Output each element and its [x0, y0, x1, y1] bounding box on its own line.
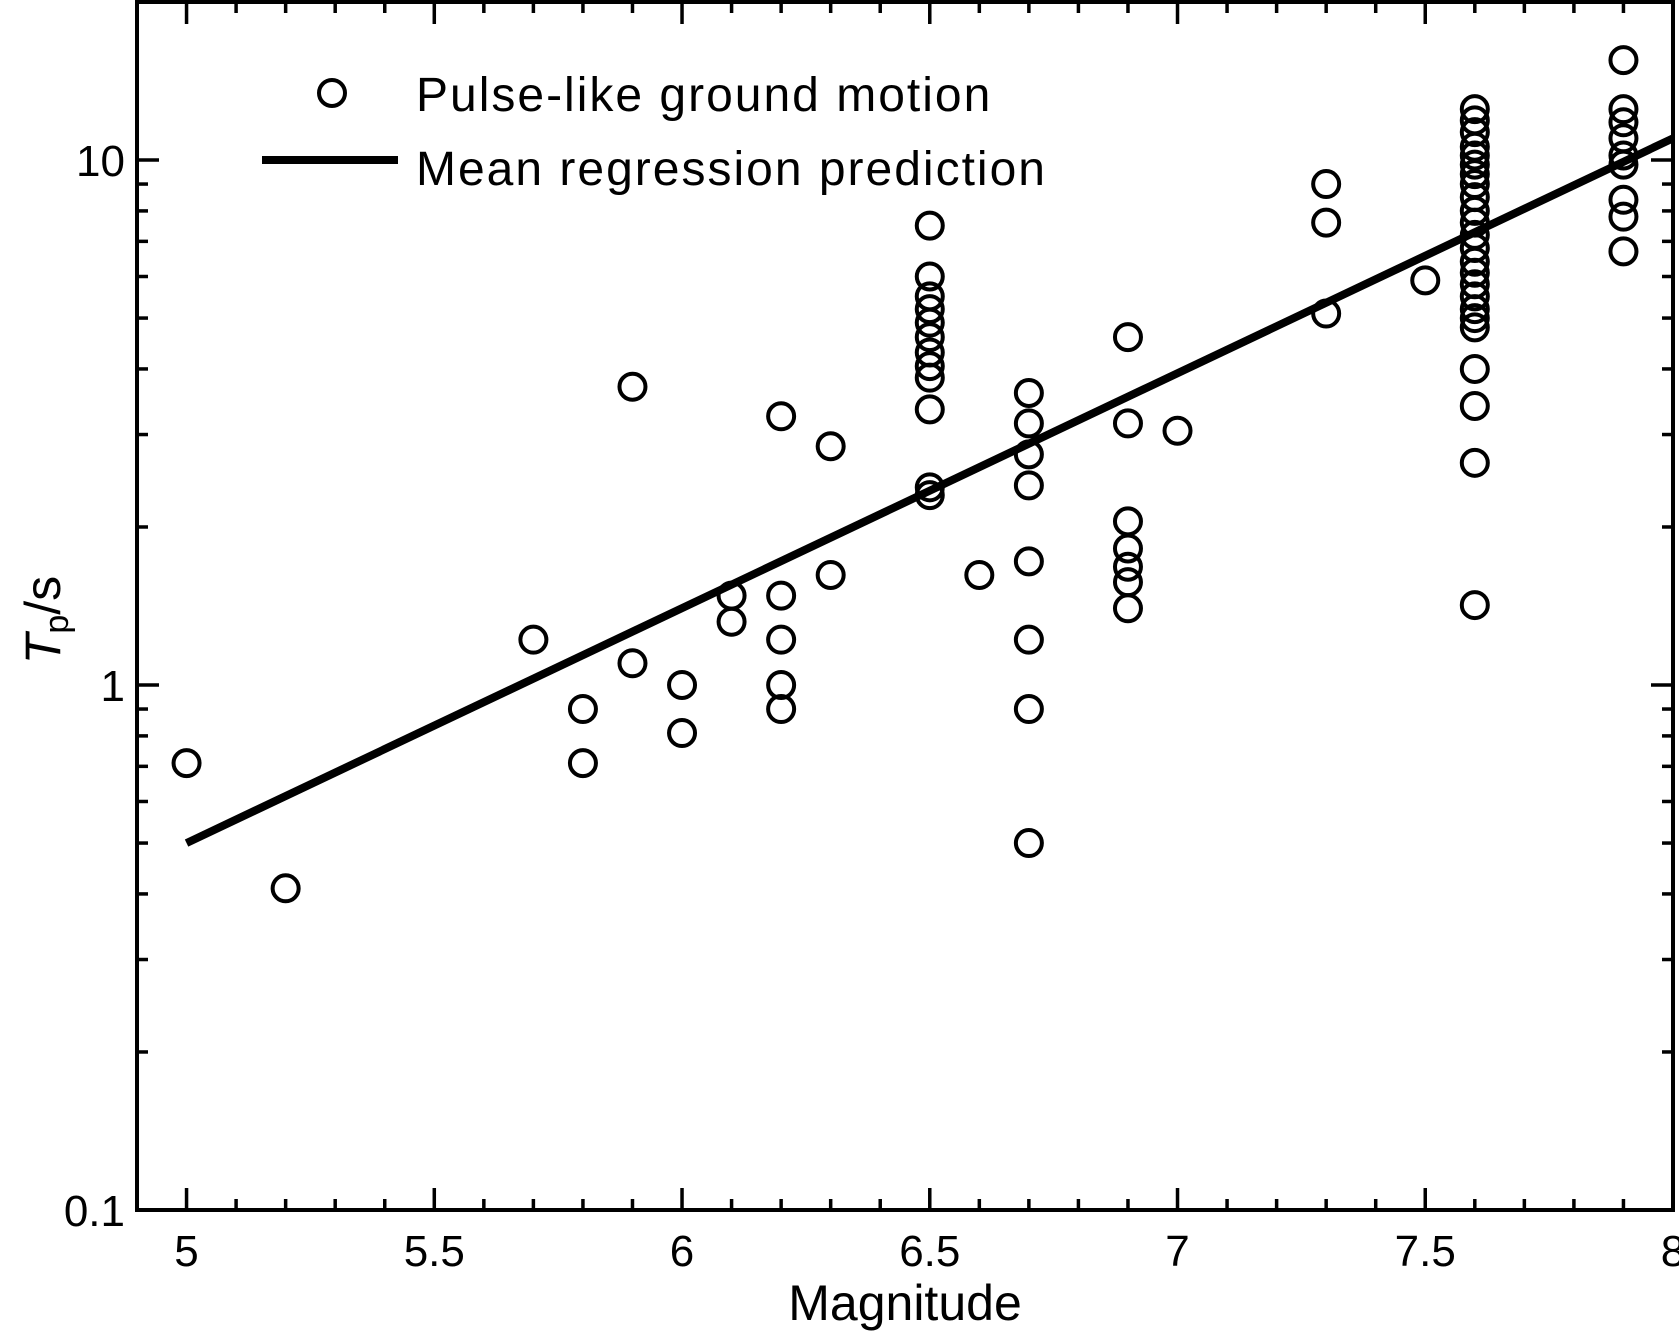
data-point [1459, 447, 1490, 478]
data-point [1459, 117, 1490, 148]
data-point [1013, 408, 1044, 439]
tick-labels: 5 5.5 6 6.5 7 7.5 8 0.1 1 10 [64, 137, 1679, 1276]
data-point [914, 394, 945, 425]
data-point [1608, 107, 1639, 138]
data-point [815, 431, 846, 462]
data-point [914, 261, 945, 292]
data-point [815, 560, 846, 591]
data-point [1608, 140, 1639, 171]
data-point [914, 351, 945, 382]
data-point [1112, 551, 1143, 582]
data-point [716, 606, 747, 637]
data-point [1112, 567, 1143, 598]
x-tick-label: 5 [174, 1227, 198, 1276]
data-point [1013, 377, 1044, 408]
x-tick-label: 8 [1661, 1227, 1679, 1276]
y-axis-title-unit: /s [15, 576, 71, 615]
data-point [1459, 303, 1490, 334]
data-point [914, 210, 945, 241]
data-point [567, 748, 598, 779]
data-point [1013, 828, 1044, 859]
data-point [914, 472, 945, 503]
regression-line [184, 134, 1675, 847]
x-tick-label: 5.5 [404, 1227, 465, 1276]
x-tick-label: 6.5 [899, 1227, 960, 1276]
x-axis-title: Magnitude [788, 1275, 1022, 1331]
y-tick-label: 1 [101, 662, 125, 711]
data-point [1013, 546, 1044, 577]
data-point [617, 648, 648, 679]
legend-label-line: Mean regression prediction [416, 143, 1047, 196]
data-point [766, 401, 797, 432]
data-point [1311, 298, 1342, 329]
y-axis-title-main: T [15, 630, 71, 664]
data-point [1459, 312, 1490, 343]
data-point [1608, 149, 1639, 180]
data-point [914, 322, 945, 353]
data-point [1459, 281, 1490, 312]
data-point [1608, 94, 1639, 125]
data-point [1311, 207, 1342, 238]
data-point [1459, 140, 1490, 171]
data-point [914, 480, 945, 511]
data-point [766, 624, 797, 655]
data-point [1013, 624, 1044, 655]
data-point [1459, 159, 1490, 190]
data-point [1459, 294, 1490, 325]
data-point [171, 748, 202, 779]
x-tick-label: 6 [670, 1227, 694, 1276]
legend-label-points: Pulse-like ground motion [416, 69, 992, 122]
plot-frame [135, 0, 1675, 1212]
data-point [1013, 470, 1044, 501]
y-axis-title: Tp/s [15, 576, 76, 664]
data-point [270, 873, 301, 904]
y-tick-label: 10 [76, 137, 125, 186]
data-point [1459, 257, 1490, 288]
data-point [1013, 694, 1044, 725]
data-point [1162, 415, 1193, 446]
y-tick-label: 0.1 [64, 1187, 125, 1236]
data-point [1112, 322, 1143, 353]
legend-marker-circle [317, 78, 347, 108]
legend: Pulse-like ground motion Mean regression… [262, 69, 1047, 196]
data-point [1608, 236, 1639, 267]
data-point [667, 670, 698, 701]
data-point [914, 362, 945, 393]
data-point [1311, 169, 1342, 200]
data-point [567, 694, 598, 725]
data-point [1112, 593, 1143, 624]
data-point [1410, 265, 1441, 296]
data-point [766, 694, 797, 725]
data-point [518, 624, 549, 655]
y-axis-title-text: Tp/s [15, 576, 76, 664]
y-axis-title-sub: p [38, 615, 76, 634]
data-point [1608, 184, 1639, 215]
data-point [1112, 506, 1143, 537]
data-point [1013, 439, 1044, 470]
data-point [766, 580, 797, 611]
x-tick-label: 7.5 [1395, 1227, 1456, 1276]
data-point [667, 718, 698, 749]
data-point [1459, 353, 1490, 384]
data-points [171, 45, 1639, 904]
data-point [617, 371, 648, 402]
data-point [1112, 408, 1143, 439]
data-point [1459, 391, 1490, 422]
data-point [1459, 246, 1490, 277]
data-point [1608, 201, 1639, 232]
data-point [1112, 533, 1143, 564]
data-point [1459, 590, 1490, 621]
data-point [1459, 94, 1490, 125]
data-point [914, 307, 945, 338]
data-point [964, 560, 995, 591]
data-point [1608, 45, 1639, 76]
x-tick-label: 7 [1165, 1227, 1189, 1276]
data-point [1459, 149, 1490, 180]
regression-line-group [184, 134, 1675, 847]
